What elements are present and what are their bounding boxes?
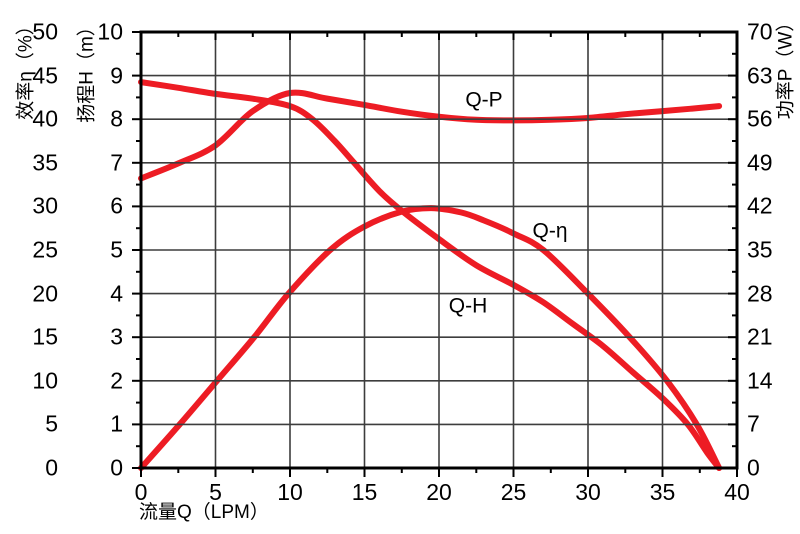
efficiency-tick-label: 45	[32, 62, 58, 89]
curve-label-q-p: Q-P	[465, 88, 503, 112]
head-tick-label: 10	[97, 18, 123, 45]
head-tick-label: 9	[110, 62, 123, 89]
head-tick-label: 6	[110, 192, 123, 219]
head-tick-label: 4	[110, 280, 123, 307]
flow-tick-label: 10	[277, 479, 303, 505]
head-tick-label: 2	[110, 367, 123, 394]
flow-tick-label: 0	[134, 479, 148, 505]
head-axis-title: 扬程H（m）	[76, 17, 98, 123]
curve-q-h	[138, 79, 723, 471]
efficiency-tick-label: 35	[32, 149, 58, 176]
efficiency-tick-label: 0	[45, 454, 58, 481]
efficiency-tick-label: 50	[32, 18, 58, 45]
power-tick-label: 21	[747, 323, 773, 350]
power-tick-label: 35	[747, 236, 773, 263]
efficiency-tick-label: 30	[32, 192, 58, 219]
efficiency-tick-label: 25	[32, 236, 58, 263]
flow-tick-label: 30	[575, 479, 601, 505]
head-tick-label: 7	[110, 149, 123, 176]
head-tick-label: 8	[110, 105, 123, 132]
power-tick-label: 7	[747, 410, 760, 437]
head-tick-label: 3	[110, 323, 123, 350]
head-tick-label: 5	[110, 236, 123, 263]
flow-tick-label: 15	[351, 479, 378, 505]
head-tick-label: 0	[110, 454, 123, 481]
efficiency-tick-label: 5	[45, 410, 58, 437]
efficiency-tick-label: 15	[32, 323, 58, 350]
flow-tick-label: 40	[724, 479, 750, 505]
power-tick-label: 63	[747, 62, 773, 89]
curve-q-p	[138, 89, 723, 182]
flow-tick-label: 25	[500, 479, 527, 505]
curve-q-	[138, 205, 723, 471]
curve-label-q-eta: Q-η	[532, 219, 568, 243]
flow-axis-title: 流量Q（LPM）	[139, 502, 269, 523]
efficiency-axis-title: 效率η（%）	[15, 16, 37, 120]
head-tick-label: 1	[110, 410, 123, 437]
efficiency-tick-label: 40	[32, 105, 58, 132]
flow-tick-label: 20	[426, 479, 452, 505]
power-tick-label: 49	[747, 149, 773, 176]
curve-label-q-h: Q-H	[448, 294, 488, 318]
efficiency-tick-label: 10	[32, 367, 58, 394]
flow-tick-label: 5	[209, 479, 222, 505]
power-tick-label: 70	[747, 18, 773, 45]
flow-tick-label: 35	[649, 479, 676, 505]
power-axis-title: 功率P（W）	[775, 12, 797, 120]
power-tick-label: 14	[747, 367, 773, 394]
power-tick-label: 56	[747, 105, 773, 132]
efficiency-tick-label: 20	[32, 280, 58, 307]
power-tick-label: 42	[747, 192, 773, 219]
power-tick-label: 28	[747, 280, 773, 307]
power-tick-label: 0	[747, 454, 760, 481]
